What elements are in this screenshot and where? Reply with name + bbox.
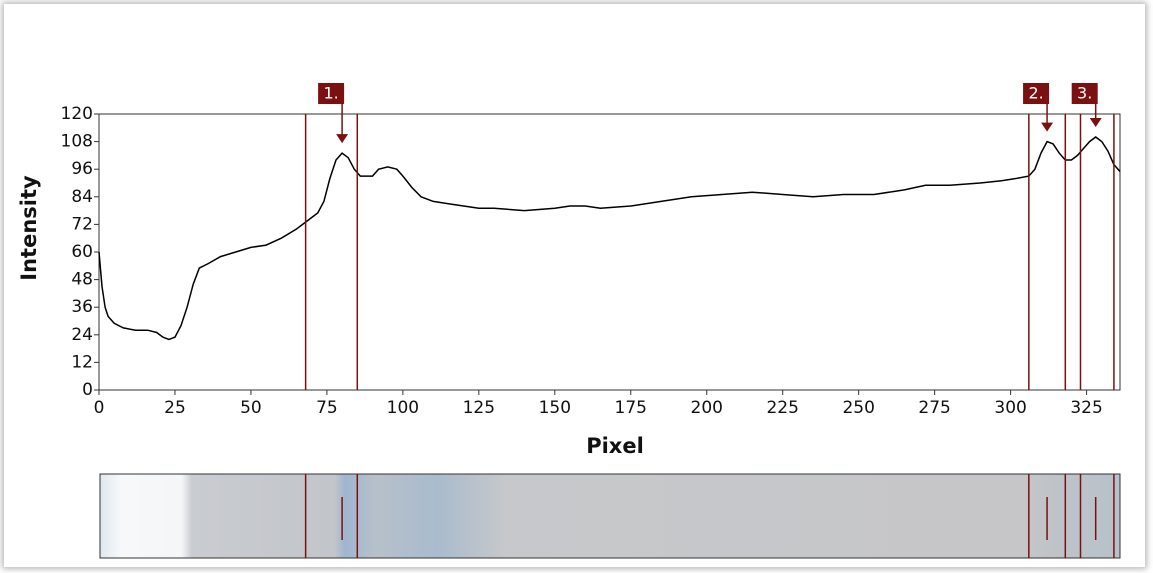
x-tick-label: 250 xyxy=(842,398,874,418)
x-tick-label: 275 xyxy=(918,398,950,418)
page: Intensity Pixel 0 12 24 36 48 60 72 84 96 108 120 0… xyxy=(0,0,1153,573)
peak-label: 1. xyxy=(323,84,338,103)
x-tick-label: 300 xyxy=(994,398,1026,418)
x-axis-label: Pixel xyxy=(586,434,644,458)
y-tick-label: 12 xyxy=(71,352,93,372)
x-tick-label: 200 xyxy=(691,398,723,418)
peak-arrowhead xyxy=(336,134,348,143)
y-tick-label: 36 xyxy=(71,297,93,317)
y-tick-label: 0 xyxy=(82,380,93,400)
peak-label: 2. xyxy=(1028,84,1043,103)
y-tick-label: 72 xyxy=(71,214,93,234)
y-tick-label: 120 xyxy=(61,104,93,124)
x-tick-label: 0 xyxy=(94,398,105,418)
y-axis-label: Intensity xyxy=(17,175,41,281)
x-tick-label: 150 xyxy=(539,398,571,418)
gel-strip xyxy=(100,474,1120,558)
plot-frame xyxy=(99,114,1120,390)
y-tick-label: 60 xyxy=(71,242,93,262)
y-tick-label: 96 xyxy=(71,159,93,179)
x-tick-label: 25 xyxy=(164,398,186,418)
y-tick-label: 24 xyxy=(71,325,93,345)
y-tick-label: 48 xyxy=(71,270,93,290)
x-tick-label: 125 xyxy=(463,398,495,418)
peak-label: 3. xyxy=(1077,84,1092,103)
x-tick-label: 225 xyxy=(766,398,798,418)
x-tick-label: 50 xyxy=(240,398,262,418)
x-tick-label: 175 xyxy=(615,398,647,418)
peak-arrowhead xyxy=(1041,123,1053,132)
y-tick-label: 108 xyxy=(61,132,93,152)
x-tick-label: 75 xyxy=(316,398,338,418)
intensity-line xyxy=(99,137,1120,339)
y-tick-label: 84 xyxy=(71,187,93,207)
x-tick-label: 100 xyxy=(387,398,419,418)
x-tick-label: 325 xyxy=(1070,398,1102,418)
peak-arrowhead xyxy=(1090,118,1102,127)
chart: Intensity Pixel 0 12 24 36 48 60 72 84 96 108 120 0… xyxy=(0,0,1153,573)
